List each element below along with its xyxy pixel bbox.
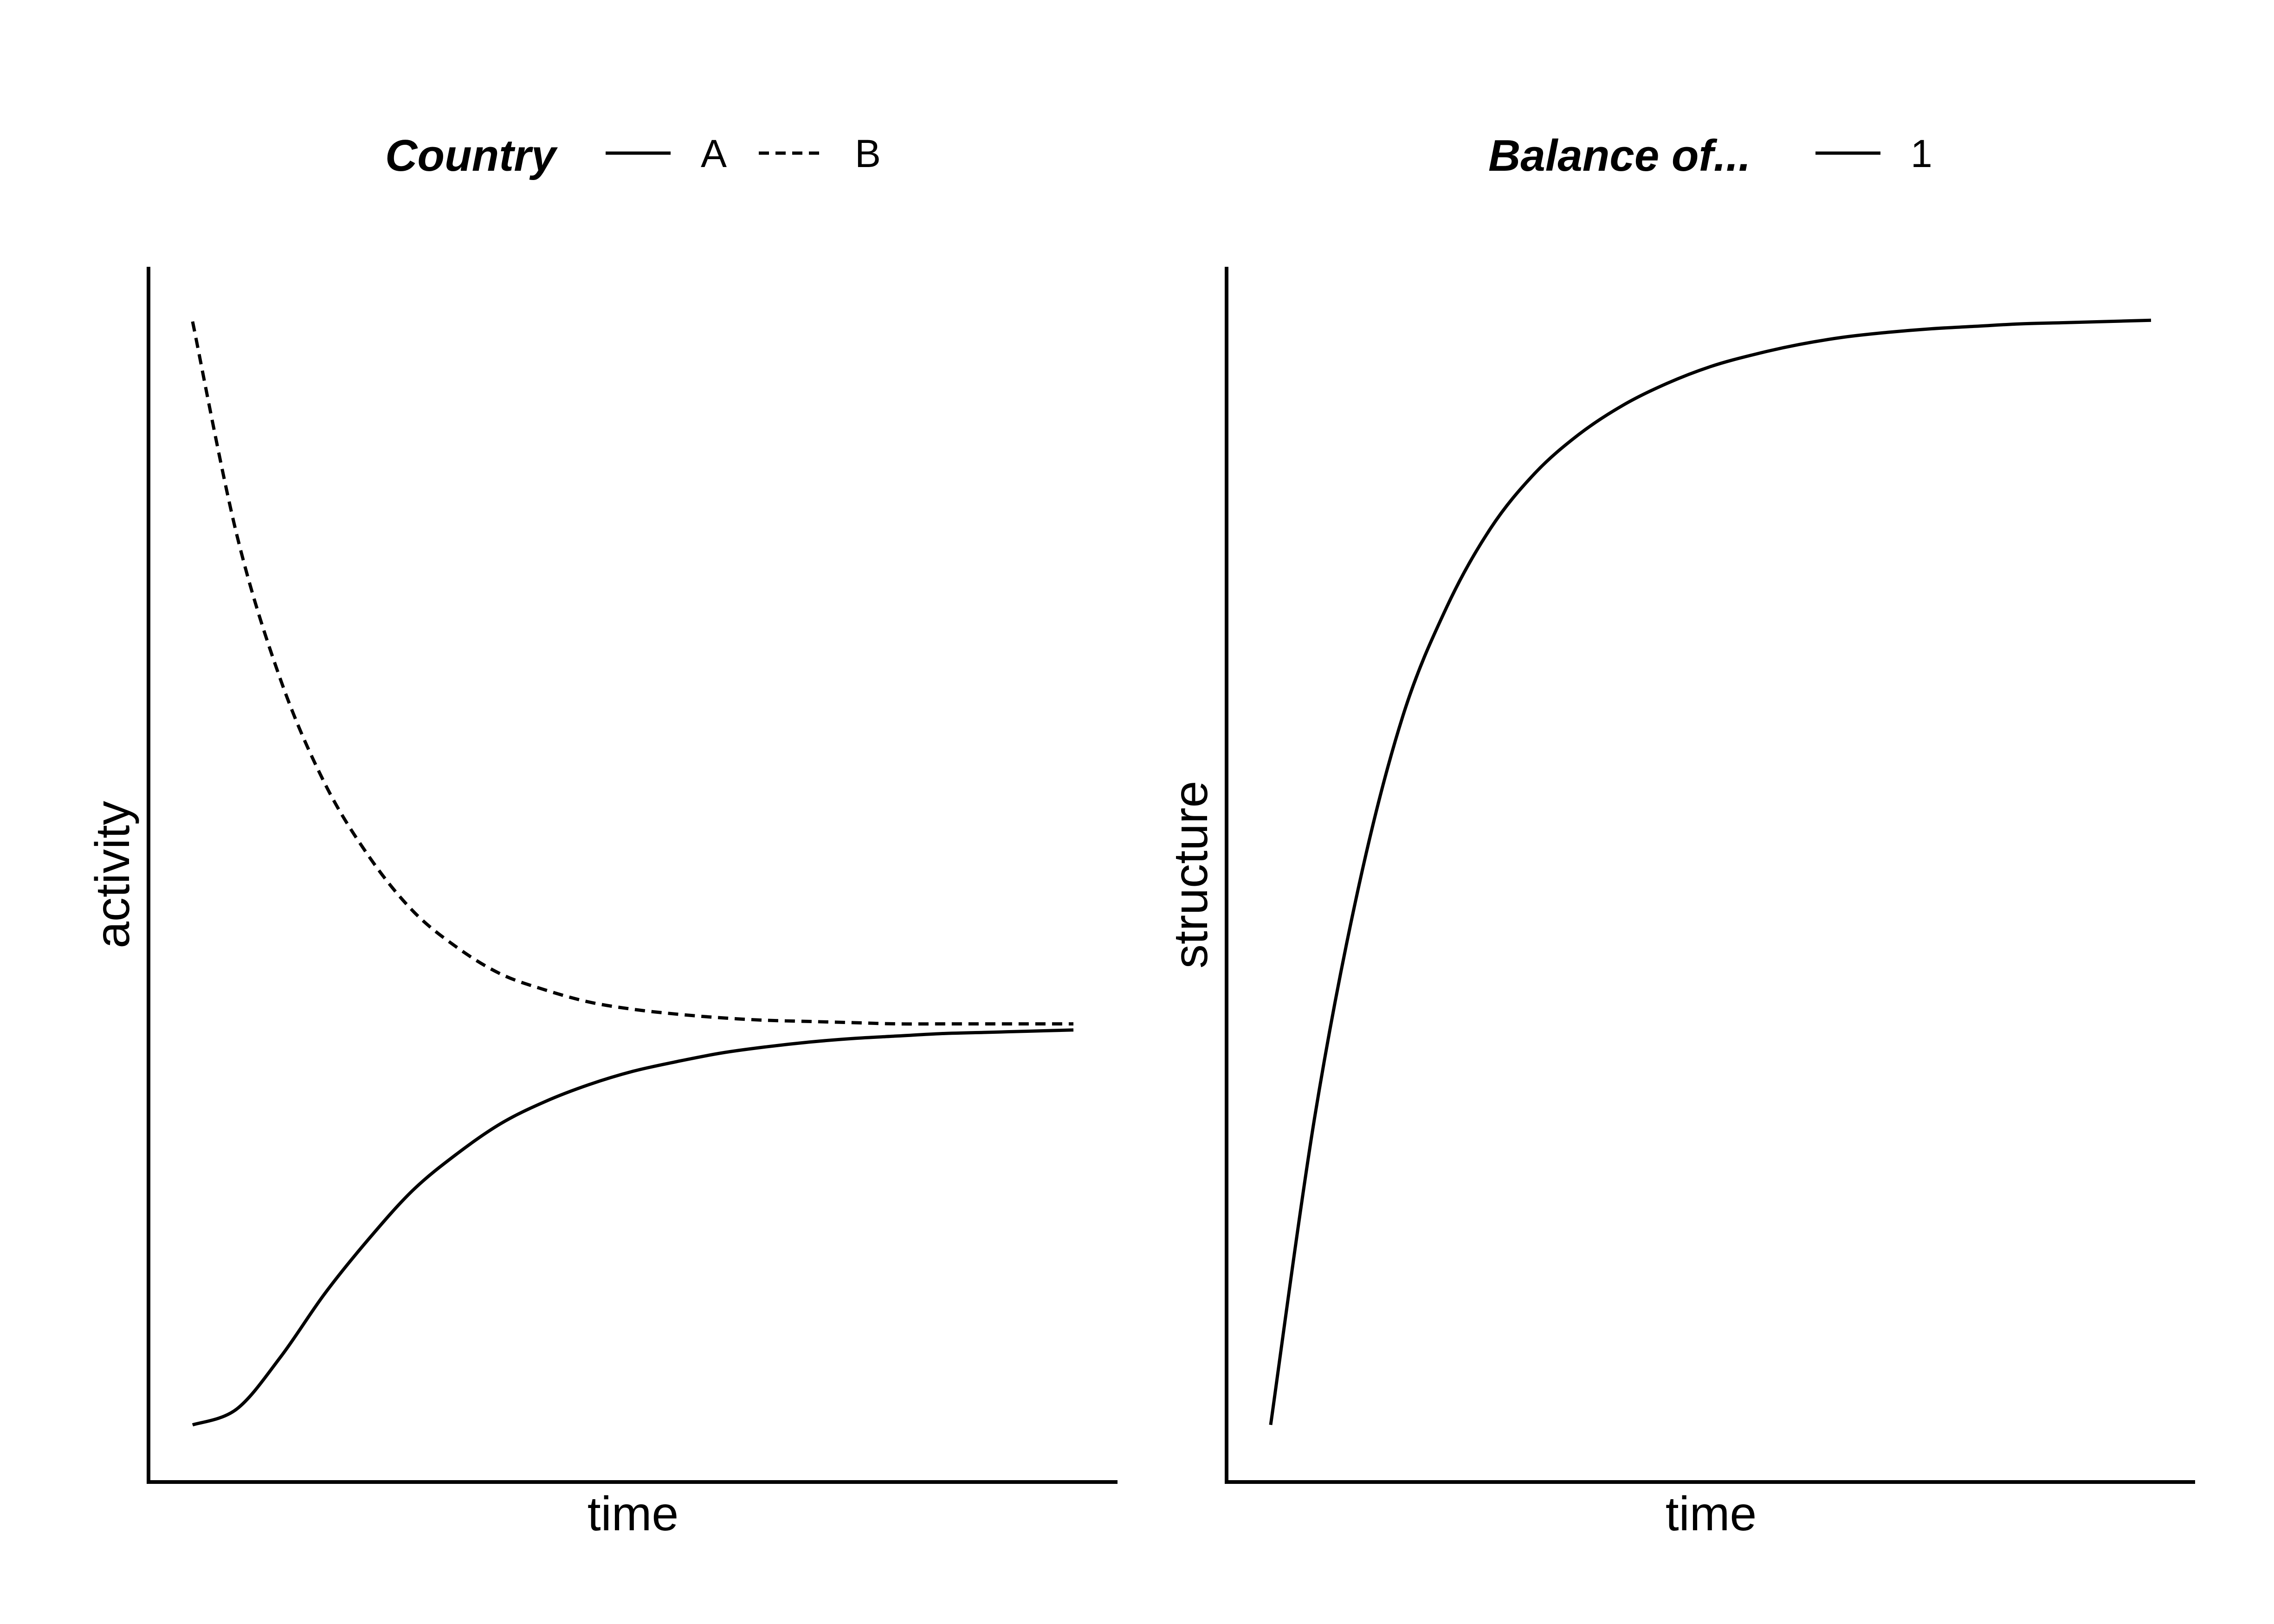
activity-panel: Country A B time activity <box>86 131 1118 1541</box>
structure-legend-title: Balance of... <box>1488 131 1751 180</box>
structure-panel: Balance of... 1 time structure <box>1164 131 2195 1541</box>
legend-label-1: 1 <box>1911 132 1932 175</box>
structure-series-layer <box>1269 318 2151 1425</box>
activity-legend-title: Country <box>385 131 558 180</box>
structure-legend: Balance of... 1 <box>1488 131 1932 180</box>
series-line-1 <box>1269 318 2151 1425</box>
series-line-a <box>192 1028 1074 1427</box>
activity-legend: Country A B <box>385 131 881 180</box>
activity-y-axis-label: activity <box>86 801 140 948</box>
activity-x-axis-label: time <box>588 1487 678 1541</box>
series-line-b <box>191 321 1073 1026</box>
structure-y-axis-label: structure <box>1164 781 1218 969</box>
structure-x-axis-label: time <box>1666 1487 1757 1541</box>
legend-label-b: B <box>855 132 881 175</box>
activity-series-layer <box>191 321 1074 1427</box>
legend-label-a: A <box>701 132 727 175</box>
